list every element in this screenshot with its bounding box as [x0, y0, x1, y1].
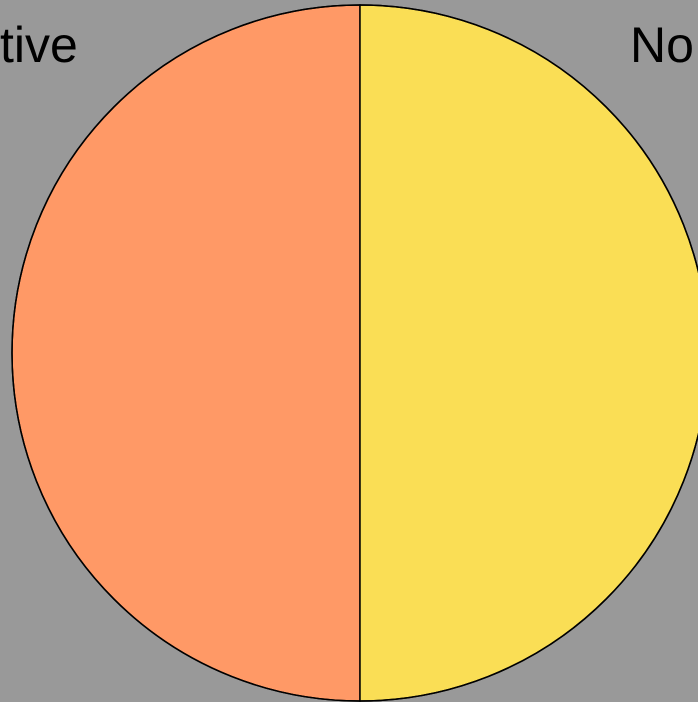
pie-slices — [11, 4, 698, 702]
pie-slice-0 — [11, 4, 361, 702]
pie-slice-1 — [359, 4, 698, 702]
slice-label-1: No — [630, 17, 694, 73]
pie-outline — [11, 4, 698, 702]
pie-labels: tive No — [0, 17, 694, 73]
slice-label-0: tive — [0, 17, 78, 73]
